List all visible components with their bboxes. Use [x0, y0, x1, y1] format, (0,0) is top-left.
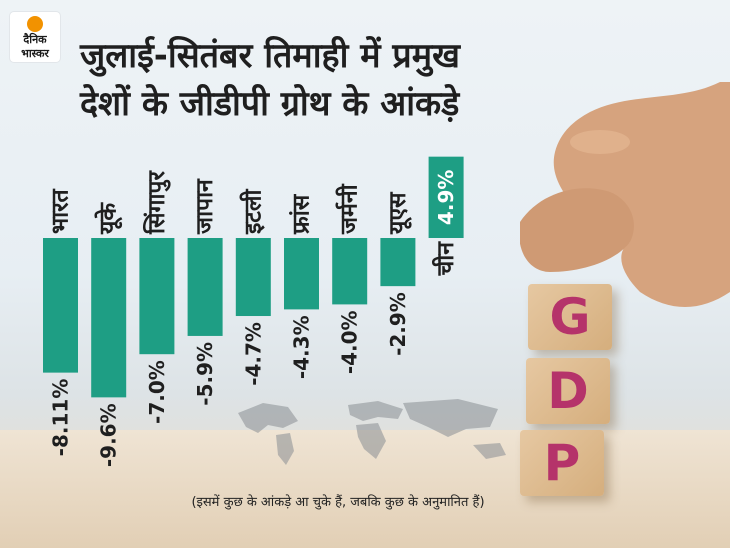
category-label-5: फ्रांस — [289, 193, 315, 235]
bar-4 — [235, 238, 271, 317]
category-label-0: भारत — [48, 188, 74, 234]
value-label-3: -5.9% — [193, 342, 217, 406]
value-label-7: -2.9% — [386, 292, 410, 356]
hand-illustration — [520, 82, 730, 307]
category-label-4: इटली — [238, 189, 266, 235]
dainik-bhaskar-logo: दैनिक भास्कर — [10, 12, 60, 62]
value-label-8: 4.9% — [434, 170, 458, 225]
category-label-7: यूएस — [385, 191, 412, 235]
value-label-4: -4.7% — [241, 322, 265, 386]
cube-p-letter: P — [543, 434, 581, 492]
category-label-3: जापान — [192, 178, 218, 235]
category-label-1: यूके — [94, 202, 123, 235]
category-label-6: जर्मनी — [335, 183, 363, 235]
bar-3 — [187, 238, 223, 336]
world-map-graphic — [238, 399, 506, 465]
cube-d: D — [526, 358, 610, 424]
value-label-6: -4.0% — [338, 310, 362, 374]
logo-line-1: दैनिक — [23, 33, 47, 46]
category-label-8: चीन — [431, 241, 459, 277]
bar-2 — [139, 238, 175, 355]
bar-0 — [43, 238, 78, 373]
title-line-1: जुलाई-सितंबर तिमाही में प्रमुख — [80, 36, 460, 76]
category-label-2: सिंगापुर — [142, 170, 171, 235]
cube-g-letter: G — [549, 288, 591, 346]
bar-7 — [380, 238, 416, 287]
logo-line-2: भास्कर — [21, 47, 49, 60]
page-title: जुलाई-सितंबर तिमाही में प्रमुख देशों के … — [80, 32, 540, 128]
cube-d-letter: D — [547, 362, 589, 420]
footnote: (इसमें कुछ के आंकड़े आ चुके हैं, जबकि कु… — [191, 495, 485, 510]
bar-6 — [332, 238, 368, 305]
cube-g: G — [528, 284, 612, 350]
cube-p: P — [520, 430, 604, 496]
value-label-1: -9.6% — [97, 403, 121, 467]
value-label-5: -4.3% — [290, 315, 314, 379]
value-label-0: -8.11% — [49, 379, 73, 457]
bar-5 — [284, 238, 319, 310]
bar-8 — [428, 156, 464, 238]
title-line-2: देशों के जीडीपी ग्रोथ के आंकड़े — [80, 84, 460, 124]
value-label-2: -7.0% — [145, 360, 169, 424]
bar-1 — [91, 238, 127, 398]
logo-sun-icon — [27, 16, 43, 32]
